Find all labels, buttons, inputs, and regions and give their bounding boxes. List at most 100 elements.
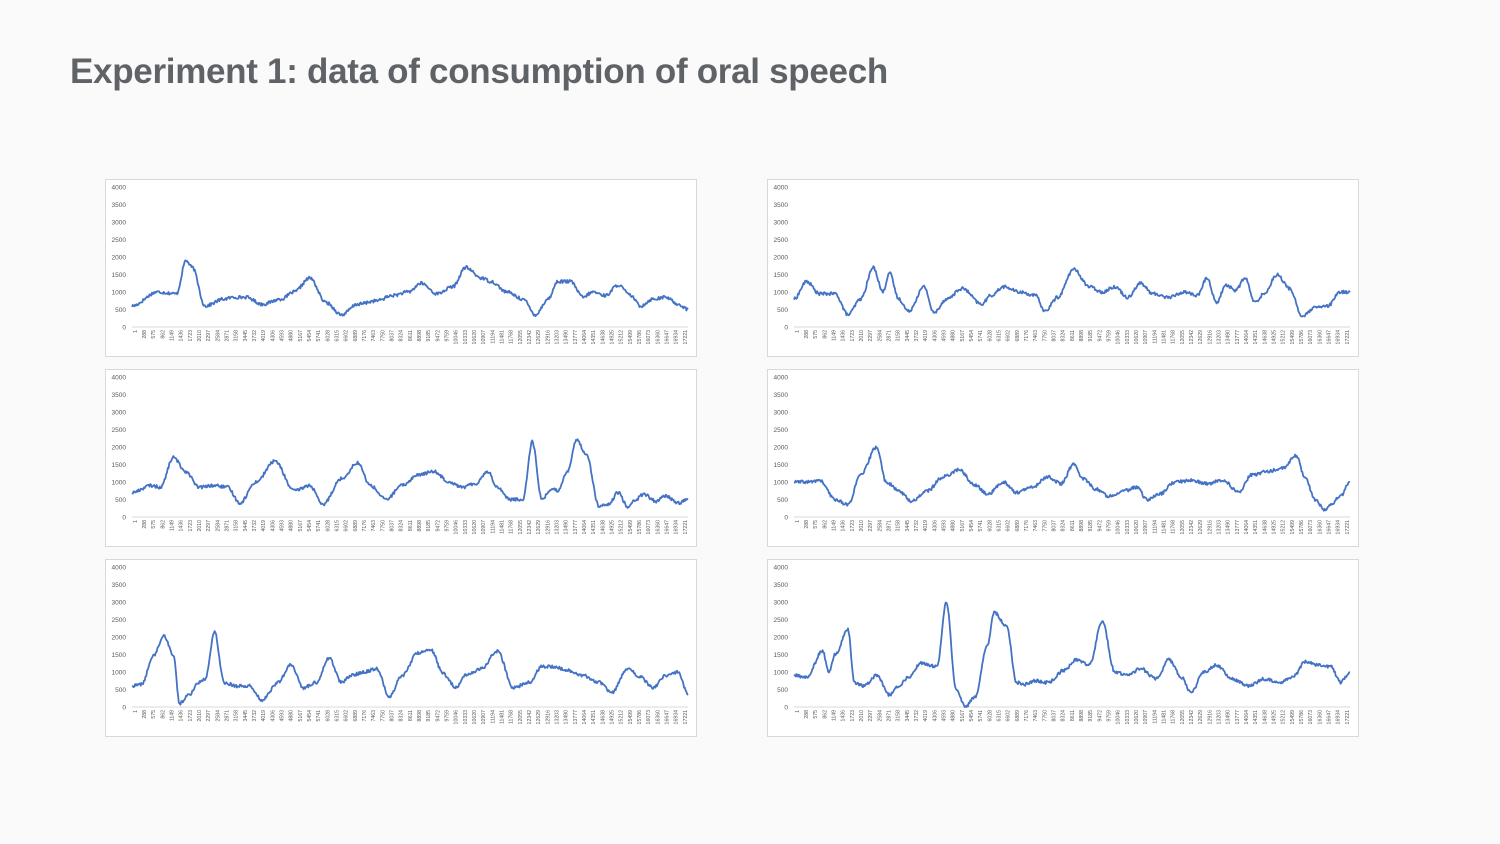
x-tick-label: 2584 <box>877 710 883 722</box>
x-tick-label: 4880 <box>951 520 957 532</box>
x-tick-label: 4880 <box>289 330 295 342</box>
x-tick-label: 4019 <box>923 710 929 722</box>
x-tick-label: 3158 <box>234 710 240 722</box>
x-tick-label: 8037 <box>389 520 395 532</box>
x-tick-label: 14064 <box>1244 330 1250 345</box>
x-tick-label: 17221 <box>1345 710 1351 725</box>
x-tick-label: 7176 <box>362 710 368 722</box>
x-tick-label: 15499 <box>1290 520 1296 535</box>
x-tick-label: 8898 <box>417 710 423 722</box>
y-tick-label: 0 <box>784 514 788 521</box>
x-tick-label: 3445 <box>905 710 911 722</box>
y-tick-label: 1500 <box>112 652 127 659</box>
x-tick-label: 16647 <box>664 710 670 725</box>
x-tick-label: 13490 <box>1226 710 1232 725</box>
x-tick-label: 2871 <box>886 330 892 342</box>
x-tick-label: 16360 <box>1317 520 1323 535</box>
y-tick-label: 4000 <box>112 184 127 191</box>
x-tick-label: 13777 <box>573 520 579 535</box>
x-tick-label: 7750 <box>380 710 386 722</box>
x-tick-label: 3158 <box>234 330 240 342</box>
x-tick-label: 7463 <box>1033 520 1039 532</box>
x-tick-label: 15786 <box>1299 520 1305 535</box>
x-tick-label: 16360 <box>1317 710 1323 725</box>
x-tick-label: 9759 <box>444 520 450 532</box>
x-tick-label: 4019 <box>261 520 267 532</box>
x-tick-label: 3158 <box>896 520 902 532</box>
x-tick-label: 12916 <box>1207 520 1213 535</box>
x-tick-label: 12055 <box>518 710 524 725</box>
x-tick-label: 5454 <box>969 710 975 722</box>
x-tick-label: 4019 <box>923 520 929 532</box>
x-tick-label: 4306 <box>270 520 276 532</box>
x-tick-label: 1436 <box>841 710 847 722</box>
x-tick-label: 11768 <box>509 330 515 344</box>
x-tick-label: 7463 <box>1033 330 1039 342</box>
x-tick-label: 17221 <box>1345 330 1351 345</box>
y-tick-label: 500 <box>115 307 126 314</box>
chart-1: 0 500 1000 1500 2000 2500 3000 3500 4000 1 288 575 8… <box>105 179 697 357</box>
x-tick-label: 7463 <box>1033 710 1039 722</box>
x-tick-label: 9759 <box>444 710 450 722</box>
x-tick-label: 6602 <box>1006 330 1012 342</box>
x-tick-label: 3158 <box>896 710 902 722</box>
y-tick-label: 1500 <box>774 272 789 279</box>
x-tick-label: 1 <box>133 520 139 523</box>
x-tick-label: 6028 <box>325 520 331 532</box>
y-tick-label: 3000 <box>774 409 789 416</box>
x-tick-label: 12916 <box>1207 330 1213 345</box>
y-tick-label: 2500 <box>112 427 127 434</box>
x-tick-label: 16073 <box>646 710 652 725</box>
x-tick-label: 8324 <box>1061 330 1067 342</box>
y-tick-label: 3500 <box>774 202 789 209</box>
y-tick-label: 3000 <box>112 219 127 226</box>
x-tick-label: 5741 <box>978 710 984 722</box>
x-tick-label: 9185 <box>426 710 432 722</box>
x-tick-label: 5167 <box>960 520 966 532</box>
x-tick-label: 5454 <box>307 330 313 342</box>
x-tick-label: 17221 <box>1345 520 1351 535</box>
x-tick-label: 1149 <box>831 520 837 531</box>
slide-title: Experiment 1: data of consumption of ora… <box>70 52 888 91</box>
x-tick-label: 8898 <box>1079 330 1085 342</box>
x-tick-label: 4880 <box>951 330 957 342</box>
x-tick-label: 11481 <box>499 330 505 344</box>
x-tick-label: 575 <box>151 710 157 719</box>
x-tick-label: 6315 <box>996 330 1002 342</box>
x-tick-label: 4880 <box>289 710 295 722</box>
y-tick-label: 4000 <box>774 374 789 381</box>
x-tick-label: 11194 <box>1152 330 1158 344</box>
x-tick-label: 7750 <box>380 330 386 342</box>
x-tick-label: 2584 <box>215 330 221 342</box>
y-tick-label: 500 <box>777 307 788 314</box>
x-tick-label: 288 <box>142 330 148 339</box>
x-tick-label: 11481 <box>1161 710 1167 724</box>
x-tick-label: 8611 <box>1070 710 1076 721</box>
x-tick-label: 6028 <box>987 330 993 342</box>
x-tick-label: 12342 <box>1189 710 1195 725</box>
x-tick-label: 11481 <box>1161 330 1167 344</box>
x-tick-label: 13203 <box>1216 330 1222 345</box>
y-tick-label: 1000 <box>112 479 127 486</box>
y-tick-label: 3000 <box>774 599 789 606</box>
x-tick-label: 5454 <box>307 520 313 532</box>
x-tick-label: 2584 <box>215 710 221 722</box>
x-tick-label: 10333 <box>463 710 469 725</box>
x-tick-label: 8037 <box>1051 710 1057 722</box>
x-tick-label: 10620 <box>472 520 478 535</box>
y-tick-label: 3000 <box>112 599 127 606</box>
y-tick-label: 3500 <box>774 392 789 399</box>
x-tick-label: 9759 <box>1106 330 1112 342</box>
x-tick-label: 10046 <box>1116 520 1122 535</box>
x-tick-label: 7750 <box>380 520 386 532</box>
x-tick-label: 15786 <box>637 520 643 535</box>
chart-4: 0 500 1000 1500 2000 2500 3000 3500 4000 1 288 575 8… <box>767 369 1359 547</box>
y-tick-label: 3000 <box>774 219 789 226</box>
y-tick-label: 3500 <box>112 392 127 399</box>
x-tick-label: 15499 <box>1290 330 1296 345</box>
x-tick-label: 4019 <box>923 330 929 342</box>
x-tick-label: 9472 <box>1097 710 1103 722</box>
x-tick-label: 3732 <box>252 520 258 532</box>
x-tick-label: 7750 <box>1042 710 1048 722</box>
x-tick-label: 14638 <box>600 710 606 725</box>
